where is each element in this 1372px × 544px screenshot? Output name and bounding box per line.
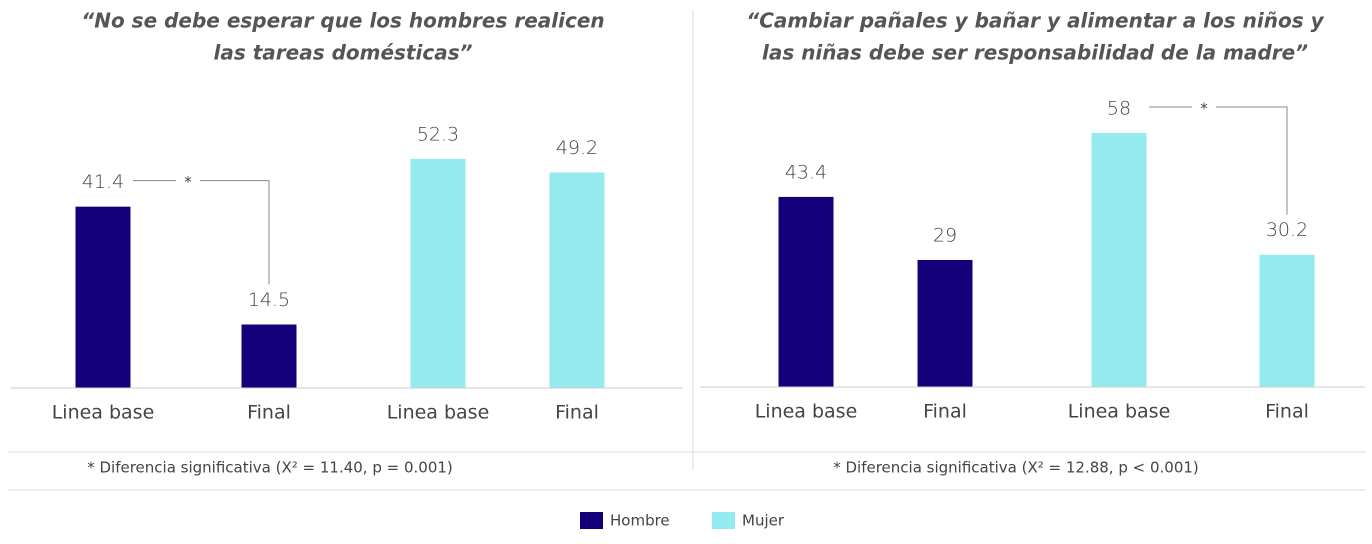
significance-marker: * <box>1200 99 1208 117</box>
footnote: * Diferencia significativa (X² = 11.40, … <box>87 459 453 477</box>
x-tick-label: Linea base <box>755 401 858 423</box>
x-tick-label: Final <box>555 402 599 424</box>
bar <box>1259 254 1315 387</box>
value-label: 30.2 <box>1266 219 1308 241</box>
bar <box>778 196 834 387</box>
x-tick-label: Final <box>247 402 291 424</box>
bar <box>410 158 466 388</box>
legend-swatch <box>580 512 603 529</box>
x-tick-label: Linea base <box>387 402 490 424</box>
chart-title: las niñas debe ser responsabilidad de la… <box>762 41 1308 65</box>
bar <box>241 324 297 388</box>
chart-title: “No se debe esperar que los hombres real… <box>81 9 604 33</box>
value-label: 43.4 <box>785 161 827 183</box>
bar <box>75 206 131 388</box>
significance-bracket <box>133 180 270 285</box>
value-label: 49.2 <box>556 137 598 159</box>
bar <box>917 259 973 387</box>
significance-marker: * <box>184 173 192 191</box>
x-tick-label: Linea base <box>1068 401 1171 423</box>
x-tick-label: Final <box>923 401 967 423</box>
chart-title: las tareas domésticas” <box>214 41 473 65</box>
value-label: 52.3 <box>417 123 459 145</box>
bar <box>549 172 605 388</box>
footnote: * Diferencia significativa (X² = 12.88, … <box>833 459 1199 477</box>
value-label: 41.4 <box>82 171 124 193</box>
significance-bracket <box>1149 106 1288 215</box>
bar <box>1091 132 1147 387</box>
chart-title: “Cambiar pañales y bañar y alimentar a l… <box>746 9 1324 33</box>
x-tick-label: Final <box>1265 401 1309 423</box>
value-label: 14.5 <box>248 289 290 311</box>
legend-label: Mujer <box>742 512 785 530</box>
value-label: 29 <box>933 224 957 246</box>
x-tick-label: Linea base <box>52 402 155 424</box>
legend-label: Hombre <box>610 512 670 530</box>
legend-swatch <box>712 512 735 529</box>
value-label: 58 <box>1107 97 1131 119</box>
